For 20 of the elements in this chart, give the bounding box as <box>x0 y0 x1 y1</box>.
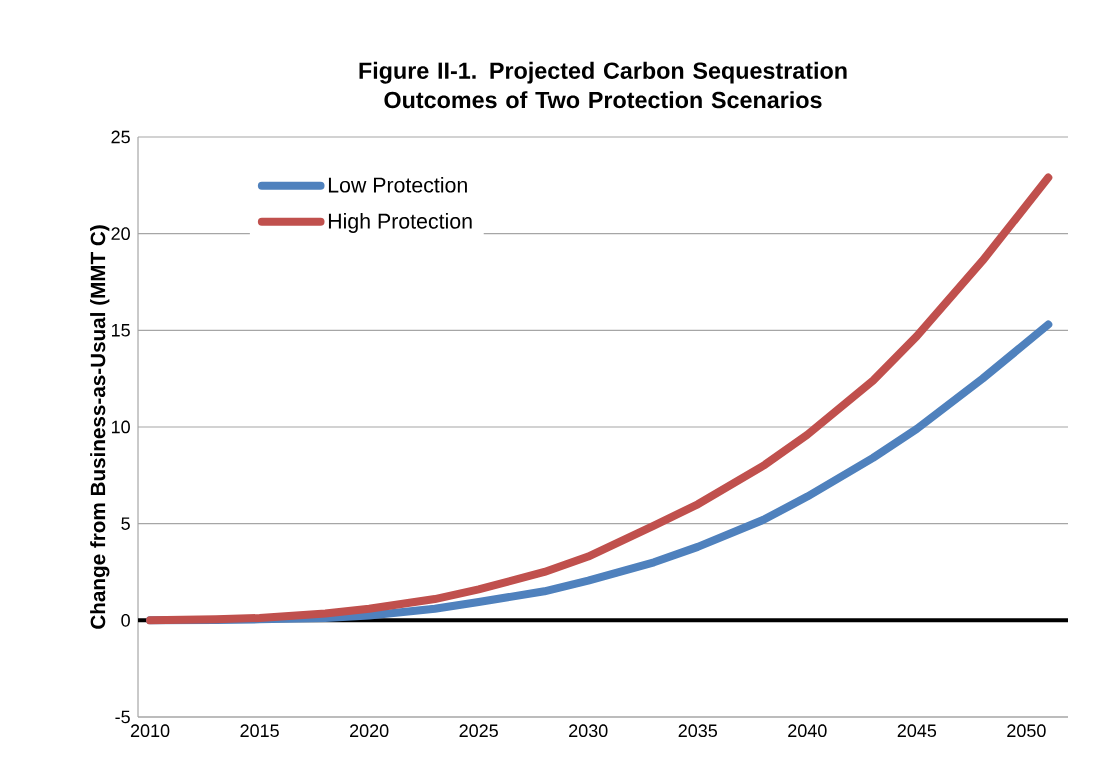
y-tick-label: 0 <box>121 613 130 627</box>
y-tick-label: -5 <box>115 710 130 724</box>
x-tick-label: 2035 <box>678 724 718 738</box>
y-tick-label: 15 <box>111 324 130 337</box>
chart-title: Figure II-1. Projected Carbon Sequestration Outcomes of Two Protection Scenarios <box>359 61 847 109</box>
x-tick-label: 2010 <box>130 724 170 738</box>
y-tick-label: 25 <box>111 130 130 144</box>
x-tick-label: 2050 <box>1007 724 1046 738</box>
y-tick-label: 10 <box>111 420 130 434</box>
x-tick-label: 2015 <box>240 724 279 738</box>
x-tick-label: 2025 <box>459 724 498 738</box>
legend-label: High Protection <box>328 213 472 233</box>
x-tick-label: 2040 <box>788 724 827 738</box>
y-tick-label: 5 <box>121 517 130 530</box>
x-tick-label: 2030 <box>569 724 608 738</box>
y-axis-title: Change from Business-as-Usual (MMT C) <box>90 225 110 629</box>
x-tick-label: 2045 <box>897 724 937 738</box>
legend-label: Low Protection <box>328 176 467 193</box>
x-tick-label: 2020 <box>350 724 389 738</box>
y-tick-label: 20 <box>111 227 130 241</box>
